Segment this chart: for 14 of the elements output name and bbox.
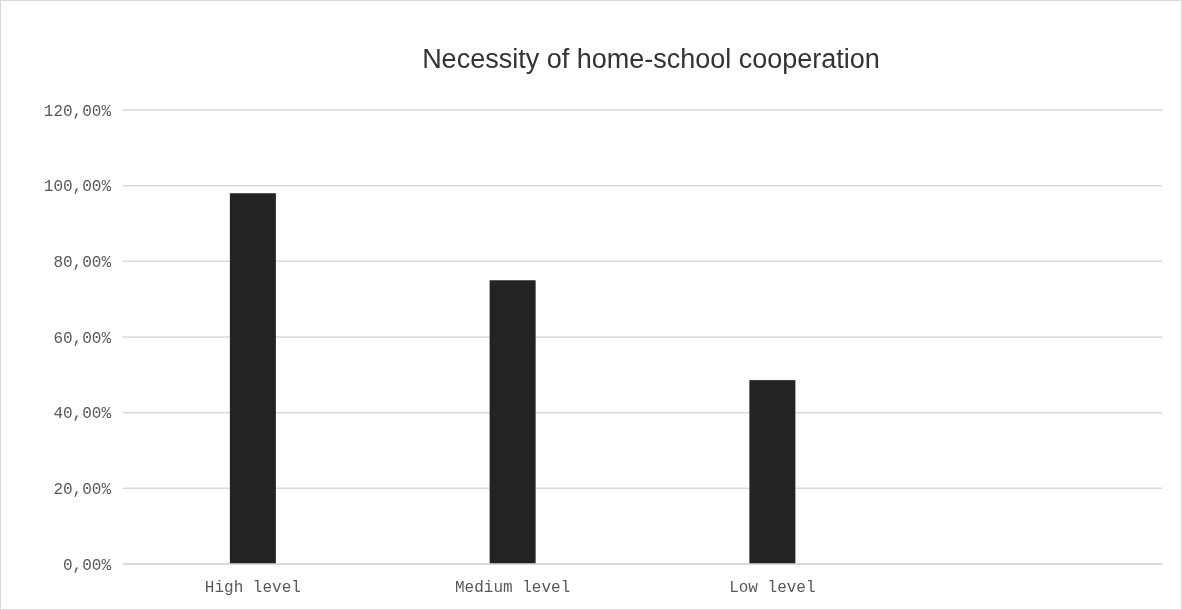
y-tick-label: 0,00% [62,556,112,575]
y-tick-label: 20,00% [53,480,112,499]
y-tick-label: 100,00% [43,178,112,197]
y-tick-label: 120,00% [43,102,112,121]
bar [489,280,536,564]
x-tick-label: High level [204,579,301,597]
chart-title: Necessity of home-school cooperation [422,44,880,74]
bar [229,193,276,564]
y-tick-label: 60,00% [53,329,112,348]
x-tick-label: Low level [729,579,816,597]
x-tick-label: Medium level [455,579,571,597]
y-tick-label: 80,00% [53,253,112,272]
bar [749,380,796,564]
y-tick-label: 40,00% [53,405,112,424]
